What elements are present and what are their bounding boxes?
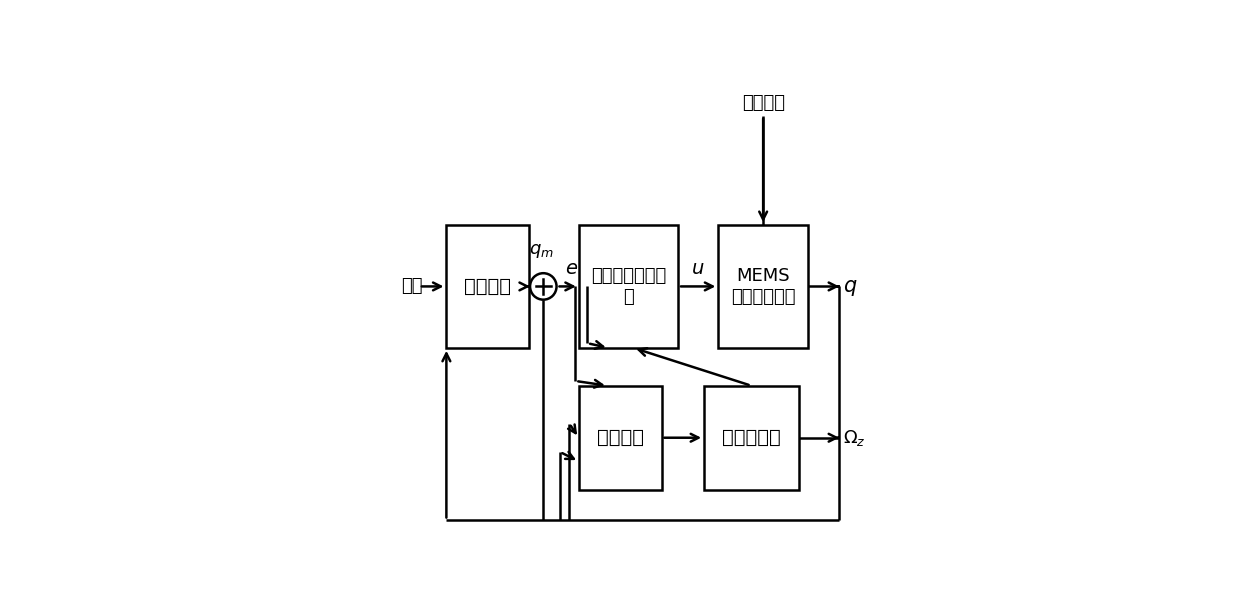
Bar (446, 225, 529, 348)
Text: 参考模型: 参考模型 (464, 277, 511, 296)
Text: u: u (692, 259, 704, 278)
Text: $q_m$: $q_m$ (528, 242, 553, 260)
Text: 外界干扰: 外界干扰 (742, 93, 785, 112)
Text: $\Omega_z$: $\Omega_z$ (842, 428, 866, 448)
Text: q: q (842, 276, 856, 297)
Text: 角速度估计: 角速度估计 (722, 428, 781, 447)
Text: 输入: 输入 (402, 278, 423, 295)
Text: 鲁棒自适应控制
器: 鲁棒自适应控制 器 (590, 267, 666, 306)
Text: 自适应律: 自适应律 (596, 428, 644, 447)
Bar (579, 225, 678, 348)
Bar (704, 386, 799, 490)
Text: e: e (565, 259, 577, 278)
Text: MEMS
微陀螺仪模型: MEMS 微陀螺仪模型 (730, 267, 795, 306)
Bar (718, 225, 808, 348)
Bar (579, 386, 661, 490)
